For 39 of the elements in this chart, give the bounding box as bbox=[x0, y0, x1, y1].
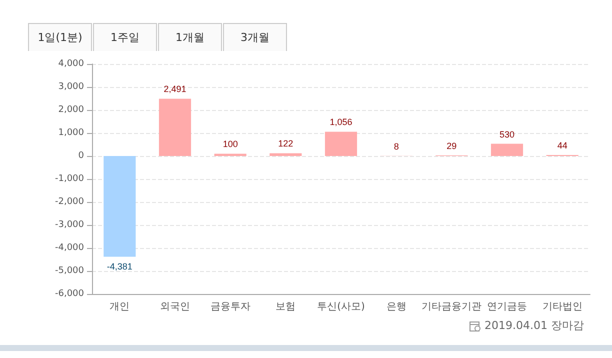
bar bbox=[104, 156, 136, 257]
y-tick-label: -4,000 bbox=[54, 243, 84, 253]
data-label: 8 bbox=[394, 141, 399, 152]
text: 3개월 bbox=[223, 23, 287, 51]
x-tick-label: 보험 bbox=[276, 302, 296, 312]
bar bbox=[324, 132, 358, 156]
y-tick-label: -2,000 bbox=[54, 197, 84, 207]
x-tick-label: 외국인 bbox=[160, 302, 190, 312]
y-tick-label: -6,000 bbox=[54, 289, 84, 299]
y-tick-label: 1,000 bbox=[58, 128, 84, 138]
y-tick-label: 3,000 bbox=[58, 82, 84, 92]
y-tick-label: -3,000 bbox=[54, 220, 84, 230]
y-tick-label: 4,000 bbox=[58, 59, 84, 69]
x-tick-label: 은행 bbox=[386, 302, 406, 312]
bar bbox=[158, 98, 192, 156]
data-label: 122 bbox=[278, 138, 294, 149]
y-tick-label: 2,000 bbox=[58, 105, 84, 115]
x-tick-label: 기타금융기관 bbox=[422, 302, 482, 312]
data-label: 2,491 bbox=[164, 84, 186, 94]
data-label: 530 bbox=[499, 129, 515, 140]
text: 1개월 bbox=[158, 23, 222, 51]
text: 2019.04.01 장마감 bbox=[484, 318, 584, 333]
y-tick-label: 0 bbox=[78, 151, 84, 161]
bar bbox=[490, 144, 524, 156]
data-label: 29 bbox=[446, 140, 457, 151]
x-tick-label: 연기금등 bbox=[487, 302, 527, 312]
x-tick-label: 개인 bbox=[110, 302, 130, 312]
x-tick-label: 투신(사모) bbox=[317, 302, 365, 312]
text: 1주일 bbox=[93, 23, 157, 51]
bar bbox=[270, 153, 302, 156]
x-tick-label: 금융투자 bbox=[210, 302, 250, 312]
data-label: 1,056 bbox=[330, 117, 352, 128]
y-tick-label: -5,000 bbox=[54, 266, 84, 276]
data-label: -4,381 bbox=[106, 261, 132, 272]
text: 1일(1분) bbox=[28, 23, 92, 51]
y-tick-label: -1,000 bbox=[54, 174, 84, 184]
data-label: 44 bbox=[557, 140, 568, 150]
data-label: 100 bbox=[222, 139, 238, 150]
x-tick-label: 기타법인 bbox=[542, 302, 582, 312]
